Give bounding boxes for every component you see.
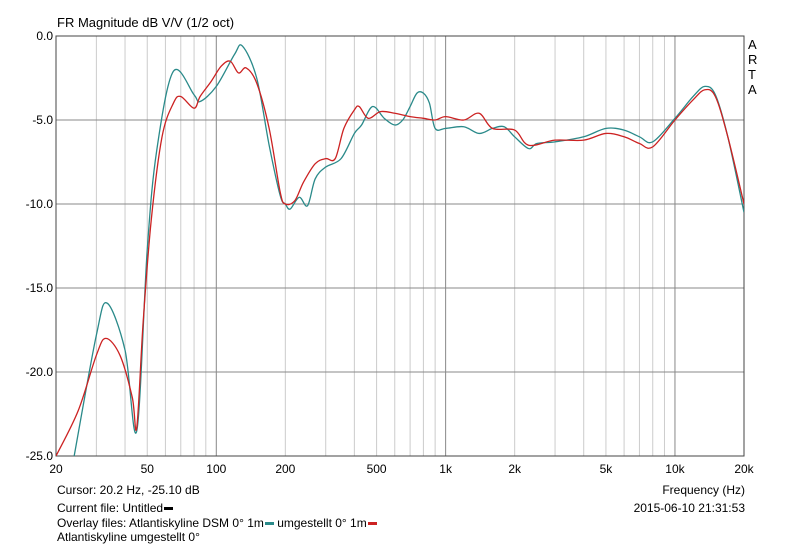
overlay-file-3: Atlantiskyline umgestellt 0° — [57, 530, 200, 544]
y-tick-label: -15.0 — [26, 281, 54, 295]
x-tick-label: 10k — [665, 462, 685, 476]
current-file-label: Current file: Untitled — [57, 501, 164, 515]
x-tick-label: 20k — [734, 462, 754, 476]
x-tick-label: 1k — [439, 462, 453, 476]
series-line-2 — [56, 60, 744, 456]
cursor-readout: Cursor: 20.2 Hz, -25.10 dB — [57, 483, 200, 497]
overlay-1-swatch — [264, 522, 274, 526]
y-tick-label: 0.0 — [36, 29, 53, 43]
current-file-swatch — [164, 507, 174, 511]
current-file: Current file: Untitled — [57, 501, 174, 515]
overlay-file-2: umgestellt 0° 1m — [273, 516, 367, 530]
x-tick-label: 500 — [367, 462, 387, 476]
overlay-2-swatch — [367, 522, 377, 526]
x-tick-label: 5k — [600, 462, 614, 476]
overlay-files: Overlay files: Atlantiskyline DSM 0° 1m … — [57, 516, 377, 530]
y-tick-label: -5.0 — [32, 113, 53, 127]
series-line-1 — [73, 44, 744, 456]
chart-title: FR Magnitude dB V/V (1/2 oct) — [57, 15, 235, 30]
y-tick-label: -10.0 — [26, 197, 54, 211]
x-tick-label: 50 — [141, 462, 155, 476]
x-tick-label: 20 — [49, 462, 63, 476]
x-tick-label: 100 — [206, 462, 226, 476]
logo-letter: A — [748, 82, 757, 97]
logo-letter: R — [748, 52, 758, 67]
plot-frame — [55, 35, 745, 457]
x-tick-label: 200 — [275, 462, 295, 476]
timestamp: 2015-06-10 21:31:53 — [633, 501, 745, 515]
logo-letter: A — [748, 37, 757, 52]
x-tick-label: 2k — [508, 462, 522, 476]
overlay-file-1: Overlay files: Atlantiskyline DSM 0° 1m — [57, 516, 264, 530]
y-tick-label: -20.0 — [26, 365, 54, 379]
logo-letter: T — [748, 67, 756, 82]
y-tick-label: -25.0 — [26, 449, 54, 463]
arta-logo: A R T A — [748, 37, 757, 97]
x-axis-label: Frequency (Hz) — [662, 483, 745, 497]
